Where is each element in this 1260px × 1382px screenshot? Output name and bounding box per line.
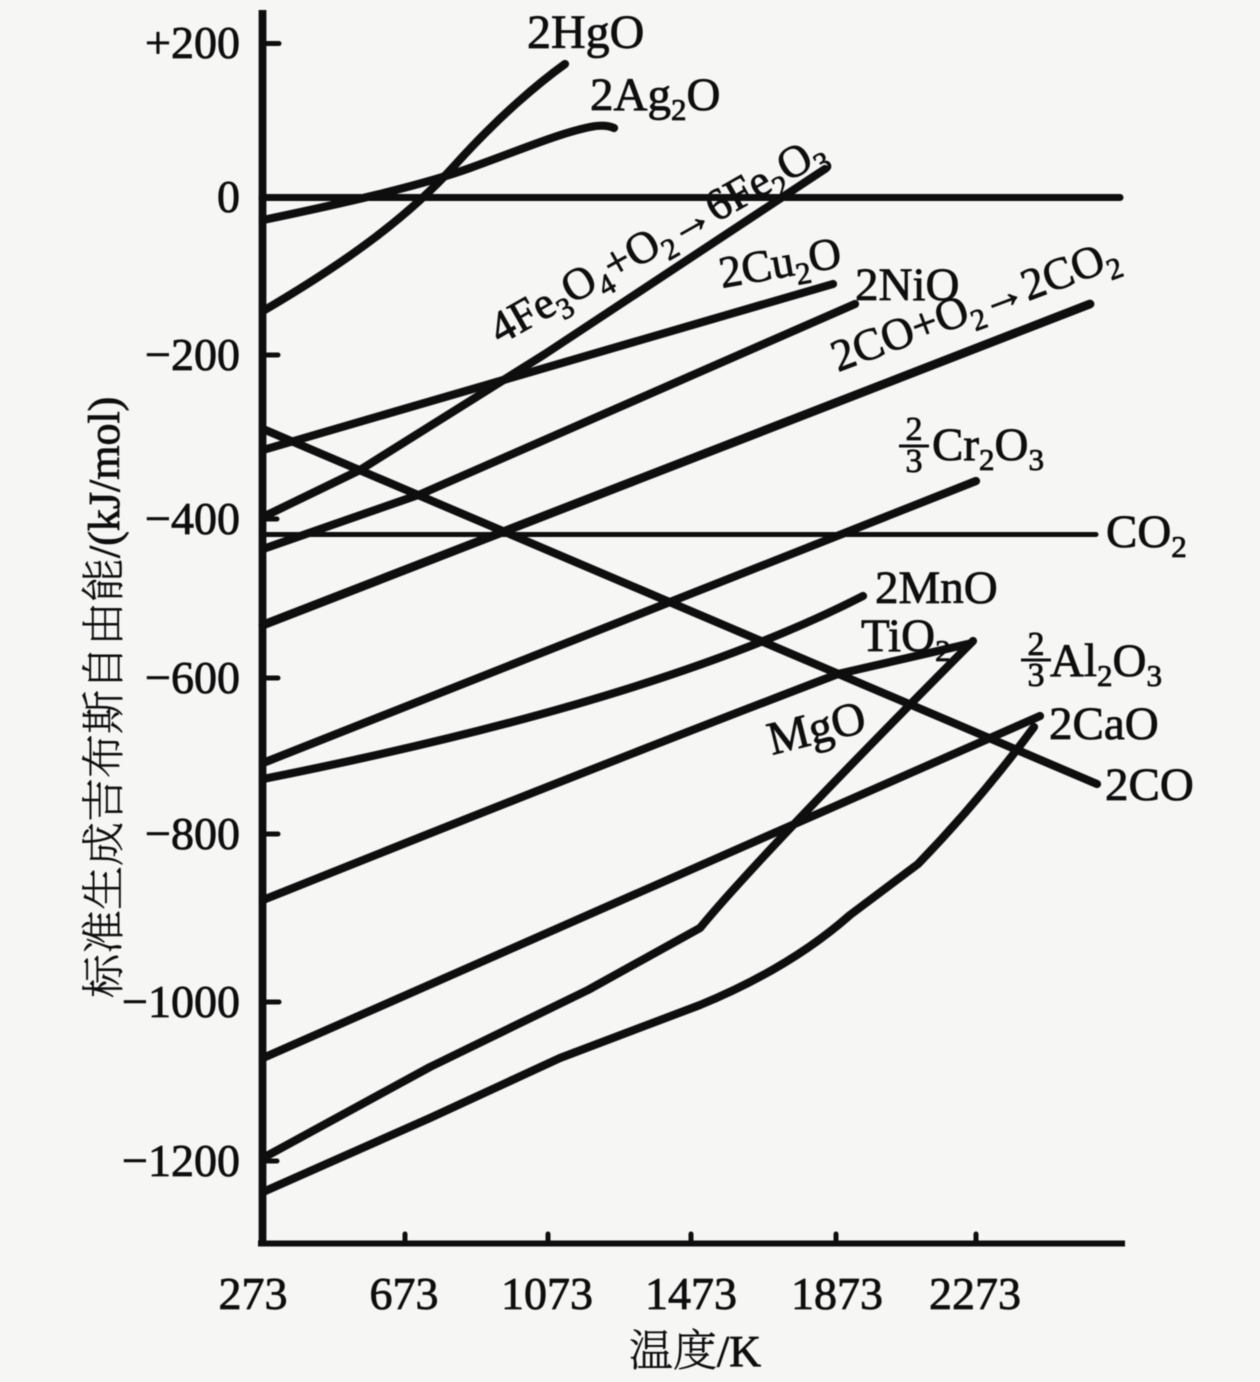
svg-text:1073: 1073 xyxy=(501,1268,593,1319)
svg-text:1873: 1873 xyxy=(791,1268,883,1319)
svg-text:2: 2 xyxy=(906,411,923,448)
svg-text:2CaO: 2CaO xyxy=(1049,698,1159,750)
svg-text:3: 3 xyxy=(1028,657,1045,694)
svg-text:673: 673 xyxy=(370,1268,439,1319)
svg-text:−1200: −1200 xyxy=(122,1135,240,1186)
svg-text:2273: 2273 xyxy=(929,1268,1021,1319)
svg-text:−200: −200 xyxy=(145,329,240,380)
svg-text:/K: /K xyxy=(717,1327,761,1376)
svg-text:−600: −600 xyxy=(145,652,240,703)
svg-text:−400: −400 xyxy=(145,493,240,544)
svg-text:2CO: 2CO xyxy=(1105,759,1194,811)
svg-text:2Ag2O: 2Ag2O xyxy=(590,69,720,127)
svg-text:1473: 1473 xyxy=(645,1268,737,1319)
svg-text:2HgO: 2HgO xyxy=(527,6,644,59)
svg-text:+200: +200 xyxy=(145,17,240,68)
svg-text:273: 273 xyxy=(219,1268,288,1319)
svg-text:3: 3 xyxy=(906,443,923,480)
svg-text:0: 0 xyxy=(217,171,240,222)
svg-text:−1000: −1000 xyxy=(122,976,240,1027)
svg-text:/(kJ/mol): /(kJ/mol) xyxy=(80,397,129,558)
svg-text:2NiO: 2NiO xyxy=(855,259,959,311)
svg-text:−800: −800 xyxy=(145,808,240,859)
svg-text:2MnO: 2MnO xyxy=(875,562,998,614)
svg-text:Al2O3: Al2O3 xyxy=(1050,635,1162,693)
svg-text:2: 2 xyxy=(1028,626,1045,663)
